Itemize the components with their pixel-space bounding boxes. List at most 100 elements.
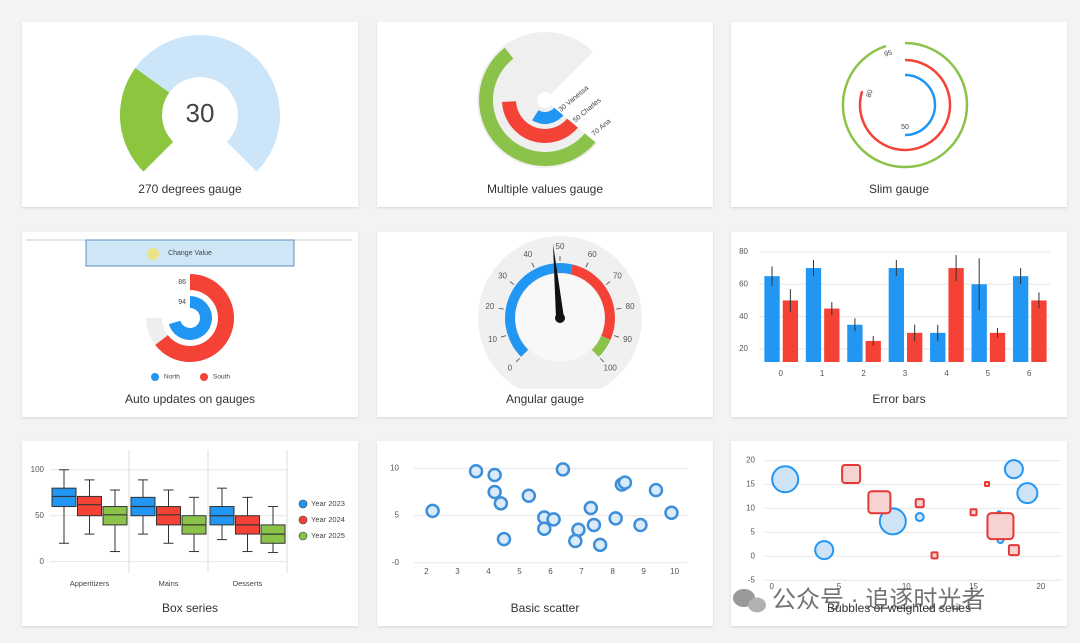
- chart-title: Auto updates on gauges: [125, 392, 255, 406]
- chart-title: Box series: [162, 601, 218, 615]
- x-tick-label: 9: [641, 567, 646, 576]
- bubble: [914, 512, 925, 523]
- bubble: [986, 512, 1015, 541]
- point: [648, 482, 664, 498]
- legend-label: North: [164, 374, 180, 381]
- tick-label: 10: [488, 335, 497, 344]
- gauge-label-value: 50: [572, 114, 583, 124]
- gauge-label: 86: [178, 279, 186, 286]
- bubble: [930, 551, 939, 560]
- gauge-arc: [841, 41, 969, 169]
- y-tick-label: 5: [395, 511, 400, 520]
- gauge-arc: [168, 296, 212, 340]
- bubble: [814, 540, 835, 561]
- tick-label: 60: [588, 250, 597, 259]
- y-tick-label: 20: [746, 456, 755, 465]
- bar: [847, 324, 863, 362]
- legend-swatch: [298, 515, 308, 525]
- x-tick-label: 1: [820, 369, 825, 378]
- card: [731, 22, 1067, 207]
- watermark: 公众号 · 追逐时光者: [733, 586, 985, 613]
- tick-mark: [509, 281, 515, 285]
- x-tick-label: 7: [579, 567, 584, 576]
- bubble: [984, 481, 990, 488]
- legend-label: Year 2023: [311, 499, 345, 508]
- watermark-icon: [748, 597, 766, 613]
- chart-title: 270 degrees gauge: [138, 182, 242, 196]
- tick-mark: [614, 335, 620, 338]
- x-tick-label: 4: [486, 567, 491, 576]
- x-tick-label: 10: [902, 582, 911, 591]
- x-tick-label: Desserts: [233, 579, 263, 588]
- bar: [989, 332, 1006, 362]
- bubble: [914, 498, 925, 509]
- bar: [805, 268, 822, 362]
- x-tick-label: 10: [670, 567, 679, 576]
- legend-label: South: [213, 374, 230, 381]
- y-tick-label: 0: [40, 557, 45, 566]
- gauge-arc: [502, 101, 578, 144]
- gauge-arc: [904, 73, 937, 137]
- change-value-button[interactable]: [85, 239, 295, 267]
- tick-mark: [515, 357, 521, 363]
- bar: [907, 332, 923, 362]
- point: [555, 462, 571, 477]
- box: [51, 487, 77, 508]
- button-label[interactable]: Change Value: [168, 250, 212, 257]
- gauge-arc: [532, 107, 564, 125]
- box: [156, 506, 181, 526]
- tick-mark: [500, 335, 506, 338]
- tick-label: 90: [623, 335, 632, 344]
- x-tick-label: 20: [1036, 582, 1045, 591]
- tick-label: 70: [613, 271, 622, 280]
- bubble: [1003, 459, 1024, 480]
- box: [77, 495, 102, 517]
- point: [608, 511, 623, 526]
- chart-title: Basic scatter: [511, 601, 580, 615]
- tick-mark: [599, 357, 605, 363]
- tick-mark: [585, 262, 589, 268]
- bar: [824, 308, 840, 362]
- gauge-label: 95: [884, 49, 894, 58]
- point: [425, 503, 440, 519]
- y-tick-label: 20: [739, 344, 748, 353]
- bubble: [1016, 482, 1039, 505]
- y-tick-label: 60: [739, 279, 748, 288]
- y-tick-label: 15: [746, 480, 755, 489]
- x-tick-label: 0: [778, 369, 783, 378]
- point: [496, 531, 512, 547]
- box: [102, 506, 128, 526]
- tick-mark: [531, 262, 535, 268]
- tick-label: 30: [498, 271, 507, 280]
- watermark-text: 公众号 · 追逐时光者: [772, 586, 985, 613]
- x-tick-label: Mains: [158, 579, 178, 588]
- point: [592, 537, 608, 553]
- bar: [865, 340, 881, 362]
- point: [537, 521, 552, 537]
- point: [633, 517, 648, 533]
- y-tick-label: 0: [751, 551, 756, 560]
- gauge-value: [119, 67, 174, 172]
- bubble: [969, 508, 978, 517]
- bar: [948, 268, 964, 362]
- tick-label: 80: [626, 302, 635, 311]
- point: [521, 488, 537, 504]
- x-tick-label: 4: [944, 369, 949, 378]
- gauge-band: [505, 263, 573, 357]
- x-tick-label: 2: [861, 369, 866, 378]
- legend-swatch: [151, 373, 159, 381]
- chart-title: Error bars: [872, 392, 925, 406]
- needle-hub: [555, 313, 565, 323]
- x-tick-label: 3: [903, 369, 908, 378]
- y-tick-label: 80: [739, 247, 748, 256]
- x-tick-label: 0: [770, 582, 775, 591]
- cursor-highlight: [147, 248, 159, 260]
- tick-mark: [616, 307, 622, 310]
- needle: [552, 243, 564, 319]
- point: [487, 484, 502, 500]
- point: [617, 475, 633, 490]
- point: [664, 505, 679, 521]
- x-tick-label: 8: [610, 567, 615, 576]
